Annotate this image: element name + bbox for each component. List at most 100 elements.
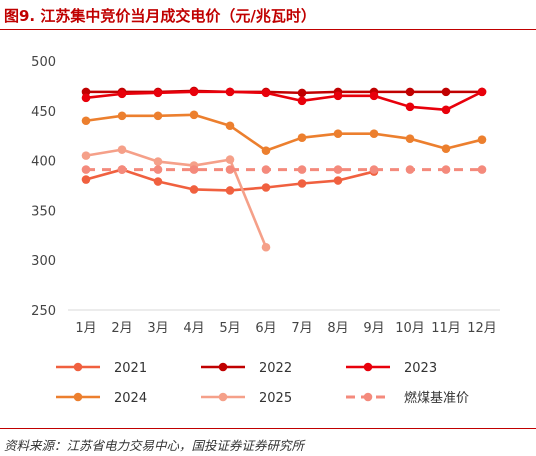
data-point [117, 89, 127, 99]
x-tick-label: 9月 [363, 321, 384, 336]
legend-swatch-marker [363, 362, 373, 372]
data-point [189, 185, 199, 194]
data-point [117, 111, 127, 121]
data-point [297, 179, 307, 188]
x-tick-label: 2月 [111, 321, 132, 336]
legend-item: 燃煤基准价 [346, 390, 469, 406]
series-line [85, 90, 483, 112]
data-point [297, 165, 307, 174]
x-tick-label: 11月 [431, 321, 461, 336]
data-point [81, 93, 91, 103]
series-2024 [81, 110, 487, 155]
data-point [117, 165, 127, 174]
legend-item: 2023 [346, 361, 437, 376]
data-point [333, 165, 343, 174]
data-point [81, 151, 91, 160]
data-point [369, 165, 379, 174]
data-point [369, 91, 379, 101]
legend-swatch-marker [218, 362, 228, 372]
legend-label: 2025 [259, 391, 292, 406]
data-point [261, 242, 271, 252]
data-point [81, 175, 91, 184]
x-tick-label: 8月 [327, 321, 348, 336]
data-point [153, 165, 163, 174]
data-point [369, 129, 379, 139]
data-point [225, 186, 235, 195]
data-point [189, 87, 199, 97]
data-point [225, 121, 235, 131]
data-point [81, 165, 91, 174]
data-point [81, 87, 91, 97]
data-point [405, 102, 415, 112]
data-point [405, 165, 415, 174]
x-tick-label: 4月 [183, 321, 204, 336]
figure-title: 图9. 江苏集中竞价当月成交电价（元/兆瓦时） [4, 7, 316, 25]
legend-item: 2025 [201, 391, 292, 406]
legend-label: 2021 [114, 361, 147, 376]
data-point [405, 134, 415, 143]
data-point [297, 133, 307, 142]
data-point [225, 87, 235, 97]
x-tick-label: 10月 [395, 321, 425, 336]
data-point [225, 155, 235, 164]
legend-swatch-marker [218, 392, 228, 402]
x-tick-label: 6月 [255, 321, 276, 336]
data-point [333, 176, 343, 185]
series-2025 [81, 145, 271, 252]
data-point [117, 145, 127, 154]
data-point [189, 110, 199, 120]
legend-swatch-marker [73, 362, 83, 372]
line-chart: 250 300 350 400 450 500 1月 2月 3月 4月 5月 6月 7月 8月 9月 10月… [31, 55, 500, 406]
data-point [261, 183, 271, 192]
y-tick-label: 500 [31, 55, 56, 70]
x-tick-label: 5月 [219, 321, 240, 336]
x-axis: 1月 2月 3月 4月 5月 6月 7月 8月 9月 10月 11月 12月 [68, 309, 500, 336]
legend: 2021 2022 2023 2024 2025 燃煤基准价 [56, 361, 469, 406]
data-point [153, 177, 163, 186]
data-point [261, 88, 271, 98]
legend-label: 2022 [259, 361, 292, 376]
data-point [477, 135, 487, 144]
data-point [405, 87, 415, 97]
data-point [261, 146, 271, 155]
data-point [297, 96, 307, 106]
y-tick-label: 450 [31, 105, 56, 120]
data-point [477, 87, 487, 97]
data-point [333, 91, 343, 101]
legend-swatch-marker [73, 392, 83, 402]
data-point [477, 165, 487, 174]
legend-item: 2024 [56, 391, 147, 406]
legend-item: 2021 [56, 361, 147, 376]
series-燃煤基准价 [81, 165, 487, 174]
data-point [225, 165, 235, 174]
data-point [441, 144, 451, 153]
y-tick-label: 250 [31, 304, 56, 319]
data-point [333, 129, 343, 139]
data-point [153, 88, 163, 98]
series-2023 [81, 87, 487, 115]
x-tick-label: 7月 [291, 321, 312, 336]
legend-label: 燃煤基准价 [404, 390, 469, 406]
legend-item: 2022 [201, 361, 292, 376]
x-tick-label: 3月 [147, 321, 168, 336]
data-point [297, 88, 307, 98]
legend-label: 2023 [404, 361, 437, 376]
source-bar: 资料来源：江苏省电力交易中心，国投证券证券研究所 [0, 428, 536, 456]
data-point [441, 105, 451, 115]
data-point [441, 165, 451, 174]
x-tick-label: 12月 [467, 321, 497, 336]
series-line [85, 148, 268, 248]
data-point [81, 116, 91, 126]
y-tick-label: 300 [31, 254, 56, 269]
data-point [153, 111, 163, 121]
x-tick-label: 1月 [75, 321, 96, 336]
source-note: 资料来源：江苏省电力交易中心，国投证券证券研究所 [4, 438, 305, 453]
data-point [261, 165, 271, 174]
data-point [153, 157, 163, 166]
series-layer [81, 86, 487, 252]
data-point [441, 87, 451, 97]
legend-swatch-marker [363, 392, 373, 402]
y-tick-label: 350 [31, 204, 56, 219]
figure-title-bar: 图9. 江苏集中竞价当月成交电价（元/兆瓦时） [0, 0, 536, 30]
series-line [85, 113, 483, 152]
